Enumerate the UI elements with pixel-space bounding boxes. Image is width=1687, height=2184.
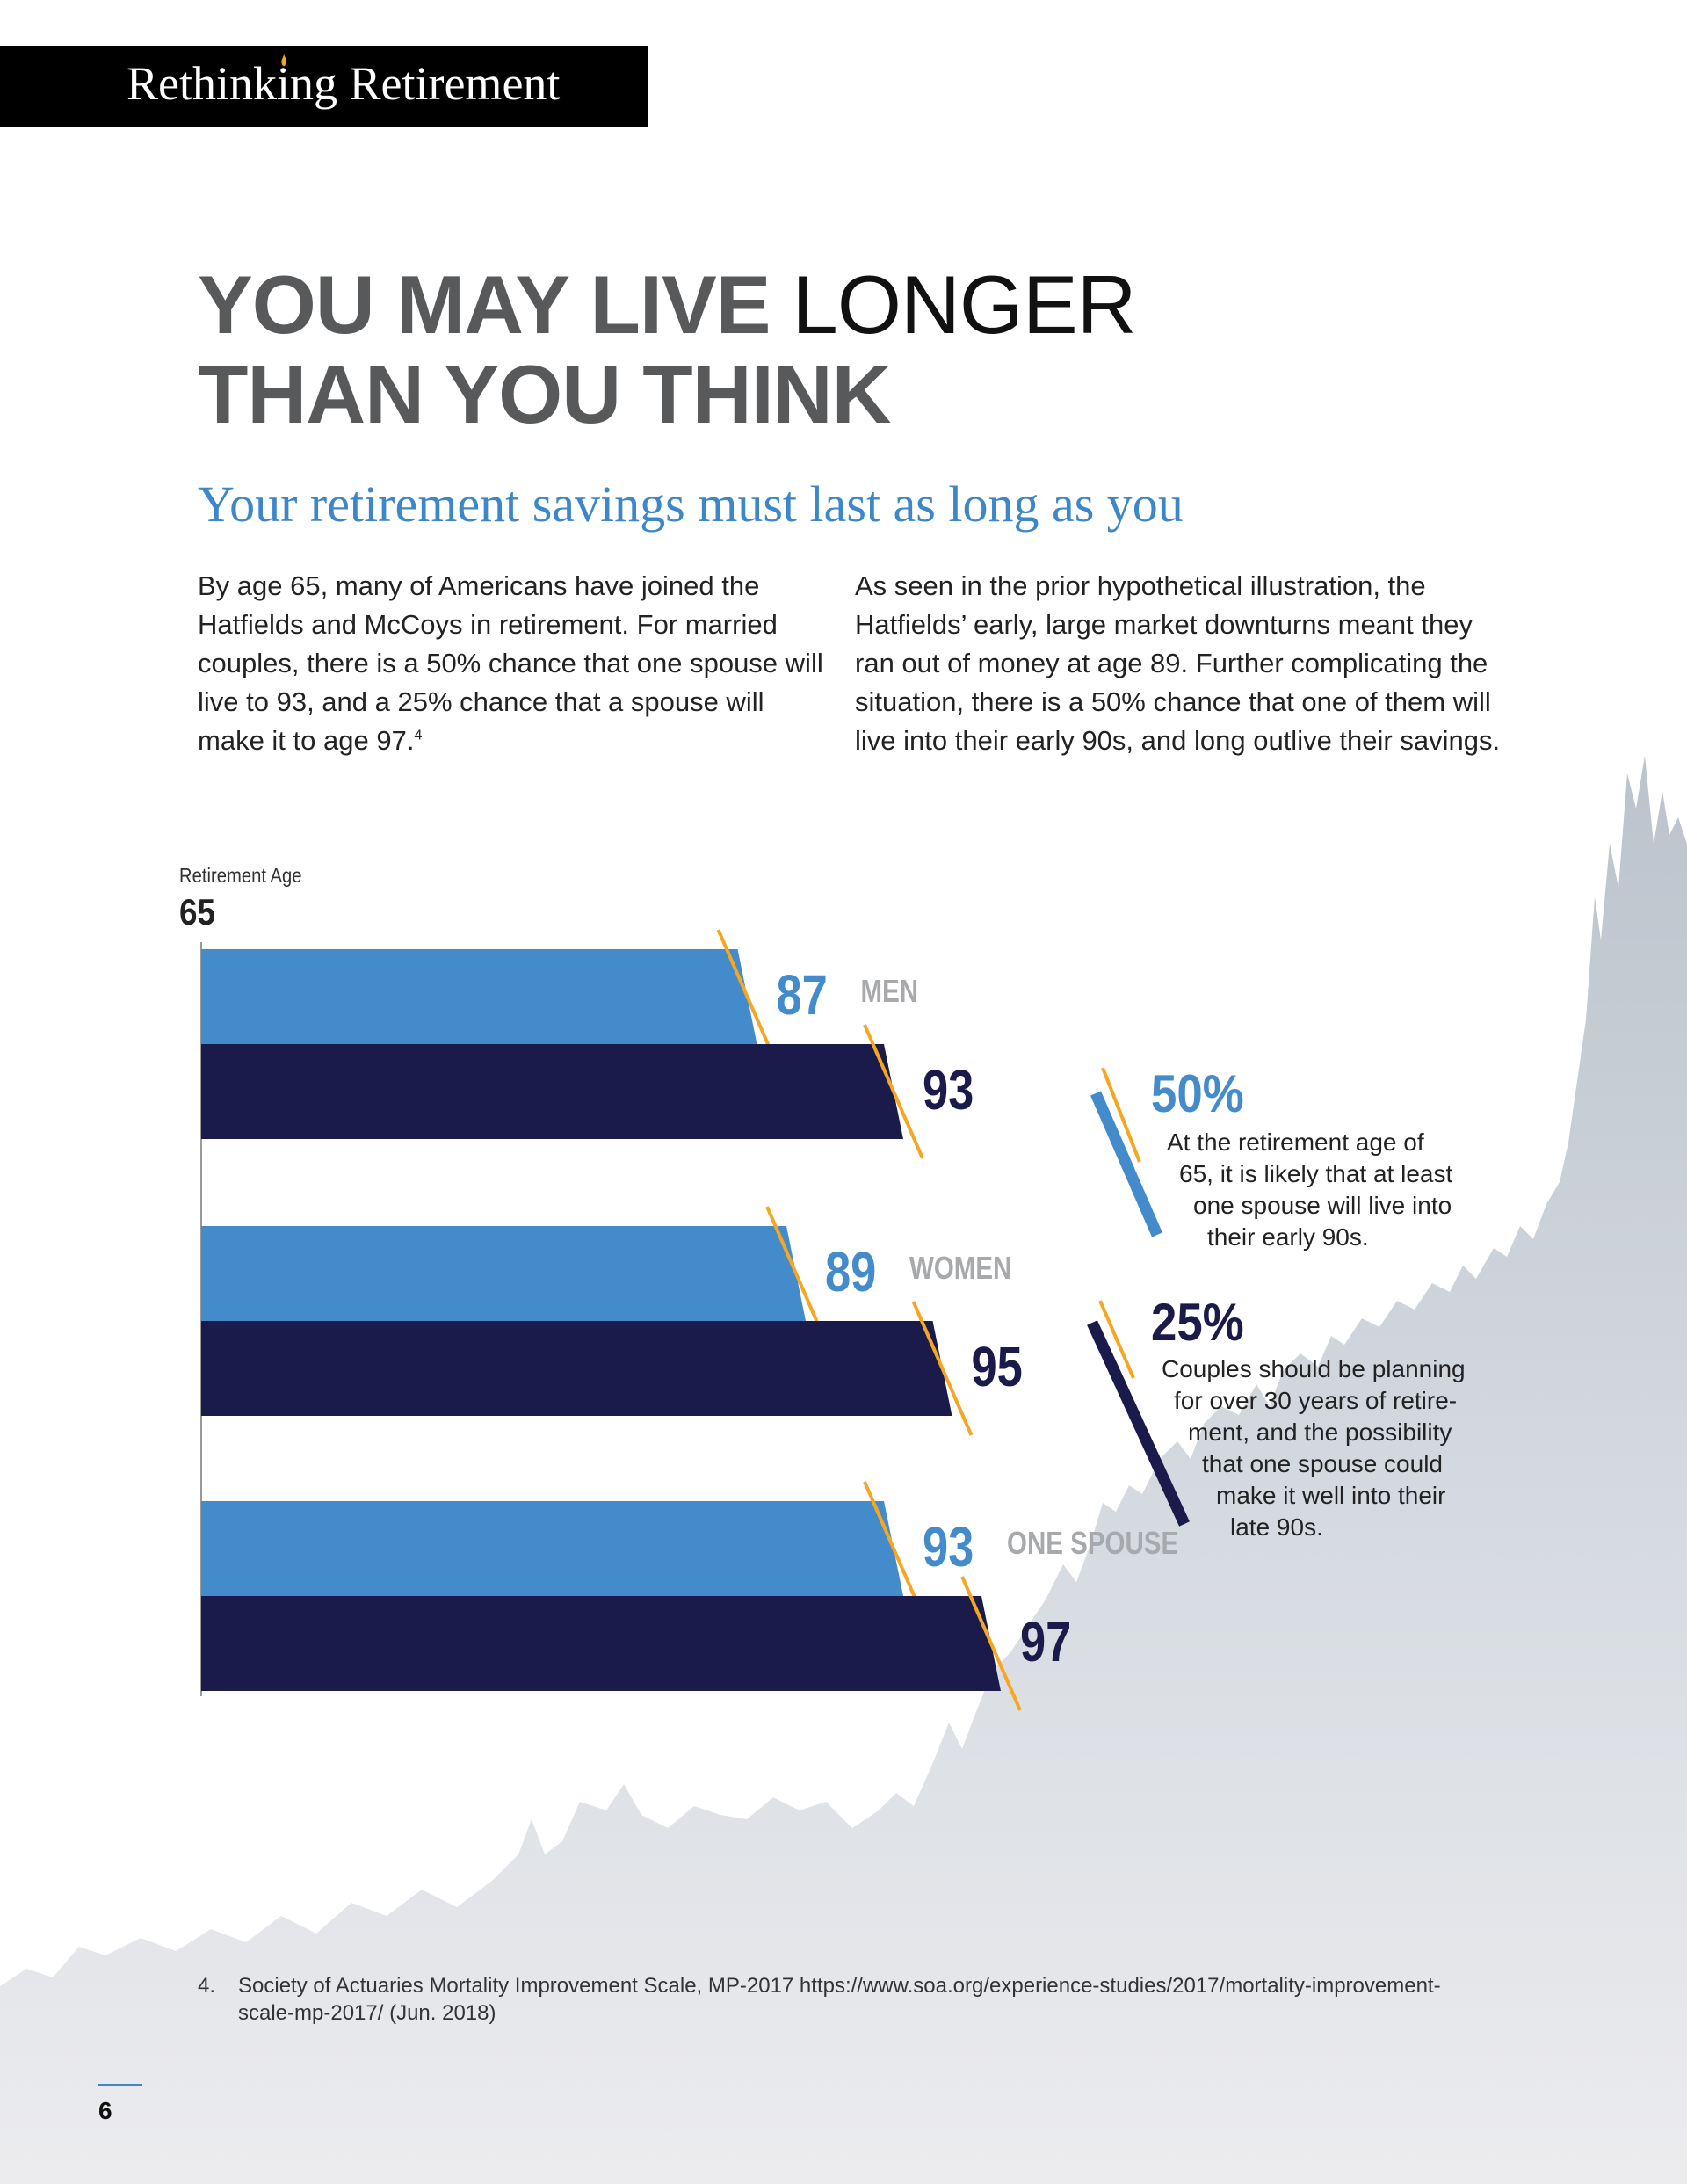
stat-accent-line (1101, 1067, 1141, 1163)
stat-50-text: At the retirement age of 65, it is likel… (1167, 1127, 1452, 1253)
stat-25-line: Couples should be planning (1162, 1355, 1466, 1382)
bar-dark-women (201, 1321, 952, 1416)
bar-value-label: 93 (923, 1516, 974, 1578)
page-number: 6 (98, 2097, 112, 2124)
stat-slash-50 (1090, 1091, 1162, 1237)
bar-value-label: 97 (1020, 1611, 1071, 1673)
bar-accent-line (911, 1301, 974, 1436)
stat-50-percent: 50% (1151, 1064, 1244, 1123)
stat-25-line: that one spouse could (1202, 1450, 1443, 1477)
stat-25-percent: 25% (1151, 1293, 1244, 1352)
subtitle: Your retirement savings must last as lon… (198, 475, 1184, 533)
footnote: 4. Society of Actuaries Mortality Improv… (198, 1972, 1445, 2027)
intro-right-column: As seen in the prior hypothetical illust… (855, 567, 1505, 760)
bar-accent-line (765, 1206, 827, 1341)
bar-accent-line (863, 1024, 924, 1159)
header-title: Rethinking Retirement (127, 57, 561, 110)
stat-50-line: 65, it is likely that at least (1179, 1160, 1453, 1187)
category-label: WOMEN (909, 1250, 1011, 1285)
stat-50-line: one spouse will live into (1193, 1192, 1452, 1219)
page-number-rule (98, 2084, 142, 2086)
footnote-number: 4. (198, 1974, 216, 1998)
category-label: MEN (861, 973, 919, 1008)
bar-value-label: 93 (923, 1059, 974, 1121)
bar-value-label: 87 (777, 964, 828, 1027)
bar-accent-line (716, 929, 778, 1064)
bar-dark-men (201, 1044, 903, 1139)
stat-25-line: late 90s. (1230, 1513, 1323, 1541)
axis-title: Retirement Age (179, 864, 301, 888)
stat-50-line: At the retirement age of (1167, 1128, 1424, 1156)
bar-accent-line (960, 1576, 1022, 1711)
stat-accent-line (1098, 1300, 1135, 1379)
bar-accent-line (863, 1481, 924, 1616)
footnote-ref: 4 (414, 728, 423, 744)
category-label: ONE SPOUSE (1007, 1525, 1178, 1560)
stat-50-line: their early 90s. (1207, 1223, 1369, 1251)
headline-light-text: LONGER (792, 258, 1137, 351)
stat-25-text: Couples should be planning for over 30 y… (1162, 1353, 1466, 1543)
headline-line-2-text: THAN YOU THINK (198, 348, 891, 440)
stat-25-line: ment, and the possibility (1188, 1419, 1452, 1446)
flame-icon (281, 54, 286, 67)
stat-25-line: make it well into their (1216, 1482, 1446, 1509)
stat-25-line: for over 30 years of retire- (1174, 1387, 1458, 1414)
bar-value-label: 89 (825, 1241, 876, 1303)
bar-light-one-spouse (201, 1501, 903, 1596)
headline-line-2: THAN YOU THINK (198, 353, 891, 436)
footnote-text: Society of Actuaries Mortality Improveme… (238, 1974, 1441, 2025)
header-bar (0, 46, 648, 127)
headline-bold-text: YOU MAY LIVE (198, 258, 771, 351)
bar-light-women (201, 1226, 806, 1321)
intro-left-text: By age 65, many of Americans have joined… (198, 570, 823, 756)
stat-slash-25 (1087, 1320, 1190, 1527)
bar-value-label: 95 (972, 1336, 1023, 1398)
bar-dark-one-spouse (201, 1596, 1001, 1691)
axis-start-value: 65 (179, 892, 215, 933)
intro-right-text: As seen in the prior hypothetical illust… (855, 570, 1501, 756)
headline-line-1: YOU MAY LIVE LONGER (198, 264, 1137, 346)
bar-light-men (201, 949, 757, 1044)
intro-left-column: By age 65, many of Americans have joined… (198, 567, 830, 760)
